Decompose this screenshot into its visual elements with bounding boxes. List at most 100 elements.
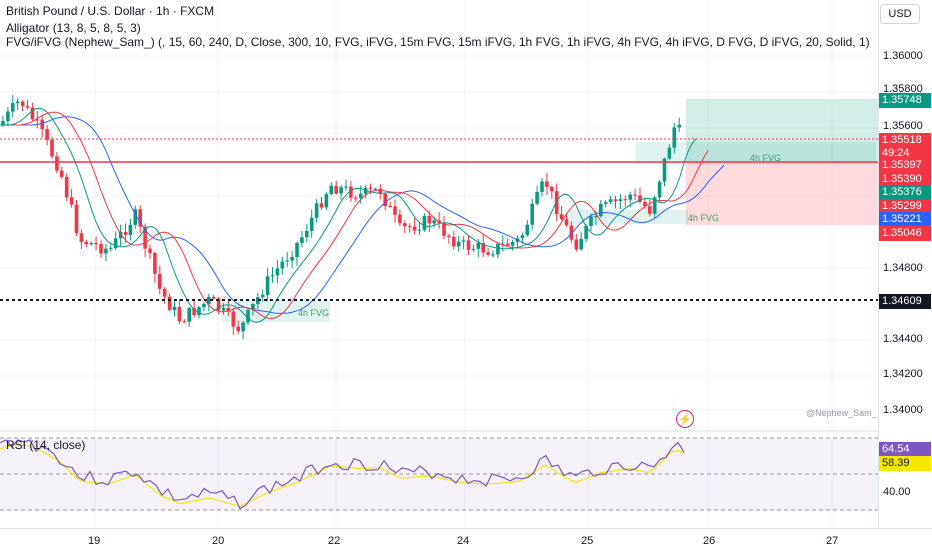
candle xyxy=(265,268,270,302)
candle xyxy=(177,298,182,325)
candle xyxy=(344,179,348,191)
time-label: 20 xyxy=(212,535,225,547)
resistance-price-tag: 1.35397 xyxy=(879,158,931,173)
candle xyxy=(550,185,554,199)
lips-price-tag: 1.35376 xyxy=(879,185,931,200)
candle xyxy=(246,308,250,325)
price-label: 1.34400 xyxy=(883,333,923,345)
candle xyxy=(84,239,89,248)
candle xyxy=(40,115,44,138)
time-axis[interactable]: 19 20 22 24 25 26 27 xyxy=(0,528,932,551)
alligator-line xyxy=(0,116,725,314)
candle xyxy=(74,199,79,237)
lightning-icon[interactable]: ⚡ xyxy=(676,410,694,428)
candle xyxy=(89,241,93,246)
time-label: 22 xyxy=(328,535,341,547)
candle xyxy=(202,302,206,312)
candle xyxy=(285,252,289,267)
candle xyxy=(275,259,280,284)
candle xyxy=(314,199,319,223)
candle xyxy=(354,195,358,202)
price-axis[interactable]: 1.36000 1.35800 1.35600 1.34800 1.34400 … xyxy=(878,0,932,528)
fvg-label-mid: 4h FVG xyxy=(688,213,720,223)
candle xyxy=(677,117,681,132)
candle xyxy=(461,236,466,250)
candle xyxy=(383,192,387,211)
candle xyxy=(128,218,133,241)
candle xyxy=(638,187,642,204)
candle xyxy=(613,195,618,209)
candle xyxy=(197,305,201,319)
time-label: 27 xyxy=(826,535,839,547)
teeth-price-tag: 1.35390 xyxy=(879,172,931,187)
candle xyxy=(422,213,427,232)
candle xyxy=(211,294,216,300)
candle xyxy=(305,223,309,243)
candle xyxy=(554,183,559,222)
candle xyxy=(667,144,672,160)
candle xyxy=(290,250,294,269)
candle xyxy=(60,166,64,180)
candle xyxy=(452,231,456,250)
candle xyxy=(628,191,632,208)
stop-price-tag: 1.35046 xyxy=(879,226,931,241)
fvg-label-left: 4h FVG xyxy=(298,308,330,318)
fvg-legend[interactable]: FVG/iFVG (Nephew_Sam_) (, 15, 60, 240, D… xyxy=(6,35,870,49)
symbol-title[interactable]: British Pound / U.S. Dollar · 1h · FXCM xyxy=(6,4,215,18)
candle xyxy=(657,180,662,202)
candle xyxy=(623,195,628,207)
candle xyxy=(295,241,299,266)
candle xyxy=(324,191,329,211)
candle xyxy=(153,251,157,283)
rsi-line xyxy=(0,439,685,510)
candle xyxy=(339,184,343,200)
candle xyxy=(535,186,539,206)
candle xyxy=(486,247,490,257)
candle xyxy=(6,106,10,127)
candle xyxy=(182,318,187,324)
fvg-zone-right xyxy=(636,142,876,164)
support-price-tag: 1.34609 xyxy=(879,294,931,309)
candle xyxy=(442,216,446,239)
candle xyxy=(569,221,574,244)
candle xyxy=(69,188,74,208)
candle xyxy=(133,205,138,229)
candle xyxy=(378,184,383,200)
currency-button[interactable]: USD xyxy=(880,4,920,24)
candle xyxy=(11,95,15,118)
time-label: 24 xyxy=(457,535,470,547)
candle xyxy=(138,205,142,234)
rsi-legend[interactable]: RSI (14, close) xyxy=(6,438,86,452)
candle xyxy=(35,110,40,129)
candle xyxy=(672,122,677,154)
price-label: 1.34000 xyxy=(883,404,923,416)
candle xyxy=(496,242,500,259)
candle xyxy=(618,194,623,210)
candle xyxy=(260,289,265,302)
candle xyxy=(481,234,485,258)
candle xyxy=(319,197,324,210)
candle xyxy=(545,172,549,195)
candle xyxy=(574,233,579,252)
candle xyxy=(270,267,275,283)
price-chart[interactable] xyxy=(0,0,878,528)
alligator-line xyxy=(0,111,709,320)
candle xyxy=(109,243,113,252)
price-label: 1.34800 xyxy=(883,262,923,274)
candle xyxy=(334,180,338,195)
candle xyxy=(309,209,314,238)
candle xyxy=(540,177,544,197)
rsi-axis-label: 40.00 xyxy=(883,486,911,498)
time-label: 19 xyxy=(88,535,101,547)
candle xyxy=(226,300,231,317)
candle xyxy=(525,219,530,237)
candle xyxy=(417,222,422,235)
price-label: 1.34200 xyxy=(883,368,923,380)
alligator-legend[interactable]: Alligator (13, 8, 5, 8, 5, 3) xyxy=(6,21,141,35)
candle xyxy=(15,98,20,111)
candle xyxy=(99,240,103,258)
candle xyxy=(471,244,476,252)
candle xyxy=(633,188,637,200)
candle xyxy=(388,201,392,208)
candle xyxy=(236,320,240,335)
